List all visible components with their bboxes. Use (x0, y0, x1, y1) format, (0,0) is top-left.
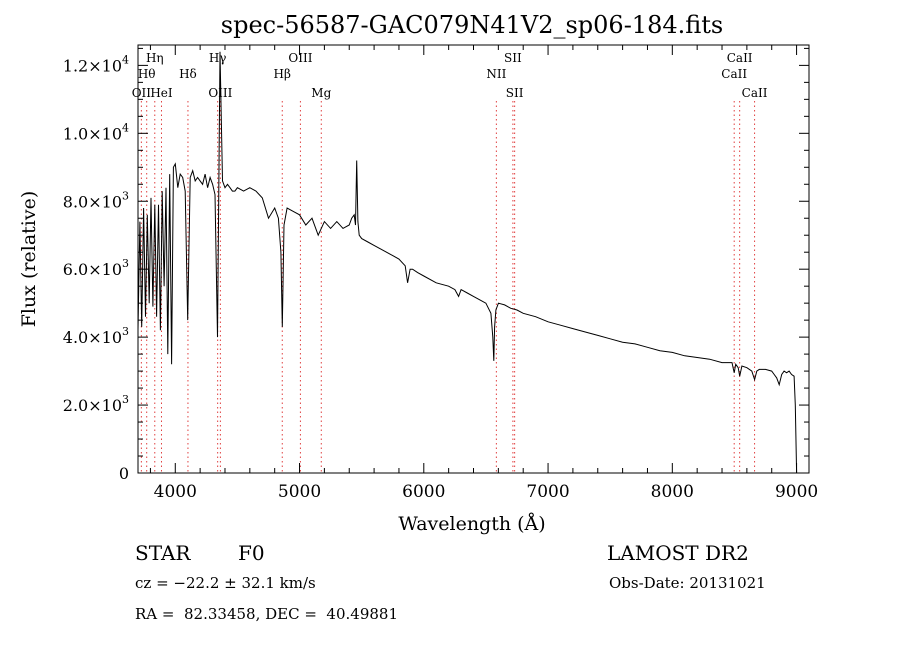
x-tick-label: 7000 (526, 482, 569, 502)
line-marker-label: SII (504, 51, 522, 65)
redshift-readout: cz = −22.2 ± 32.1 km/s (135, 574, 316, 592)
y-tick-label: 0 (119, 464, 129, 483)
line-marker-label: CaII (721, 67, 747, 81)
line-marker-label: Hγ (209, 51, 227, 65)
line-marker-label: HeI (150, 86, 173, 100)
line-marker-label: Hη (146, 51, 164, 65)
chart-title: spec-56587-GAC079N41V2_sp06-184.fits (221, 11, 723, 39)
series-layer (137, 51, 798, 474)
line-marker-label: Mg (311, 86, 331, 100)
line-markers: OIIHθHηHeIHδHγOIIIHβOIIIMgNIISIISIICaIIC… (132, 51, 768, 473)
line-marker-label: Hβ (274, 67, 291, 81)
line-marker-label: Hθ (138, 67, 156, 81)
line-marker-label: NII (486, 67, 506, 81)
x-axis-label: Wavelength (Å) (398, 513, 545, 535)
spectrum-plot: spec-56587-GAC079N41V2_sp06-184.fits OII… (18, 11, 818, 535)
line-marker-label: Hδ (179, 67, 197, 81)
object-type: STAR (135, 541, 191, 565)
y-tick-label: 4.0×103 (63, 325, 129, 347)
y-tick-label: 8.0×103 (63, 189, 129, 211)
x-tick-label: 6000 (402, 482, 445, 502)
line-marker-label: OII (132, 86, 152, 100)
coordinates: RA = 82.33458, DEC = 40.49881 (135, 605, 399, 623)
line-marker-label: CaII (742, 86, 768, 100)
line-marker-label: SII (506, 86, 524, 100)
y-tick-label: 1.2×104 (63, 53, 129, 75)
spectral-subclass: F0 (238, 541, 265, 565)
x-tick-label: 4000 (154, 482, 197, 502)
plot-frame (137, 44, 810, 474)
y-tick-label: 2.0×103 (63, 393, 129, 415)
x-tick-label: 9000 (775, 482, 818, 502)
x-tick-label: 5000 (278, 482, 321, 502)
obs-date: Obs-Date: 20131021 (609, 574, 766, 592)
spectrum-line (137, 51, 798, 474)
x-tick-label: 8000 (651, 482, 694, 502)
axes: 4000 5000 6000 7000 8000 9000 0 2.0×103 4.0×103 6… (63, 45, 818, 502)
y-axis-label: Flux (relative) (18, 191, 40, 328)
y-tick-label: 6.0×103 (63, 257, 129, 279)
line-marker-label: OIII (288, 51, 312, 65)
line-marker-label: CaII (727, 51, 753, 65)
survey-name: LAMOST DR2 (607, 541, 749, 565)
y-tick-label: 1.0×104 (63, 121, 129, 143)
